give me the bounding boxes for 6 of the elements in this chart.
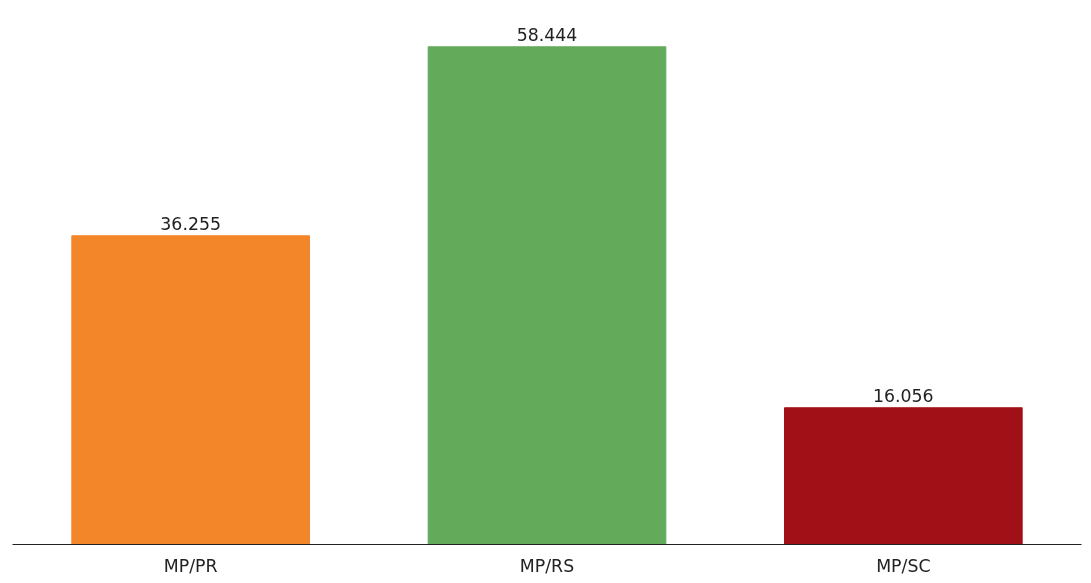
- x-tick-label: MP/RS: [519, 555, 575, 576]
- data-label: 58.444: [516, 24, 578, 45]
- data-label: 36.255: [160, 213, 221, 234]
- x-tick-label: MP/PR: [163, 555, 218, 576]
- x-tick-label: MP/SC: [876, 555, 931, 576]
- data-label: 16.056: [873, 385, 934, 406]
